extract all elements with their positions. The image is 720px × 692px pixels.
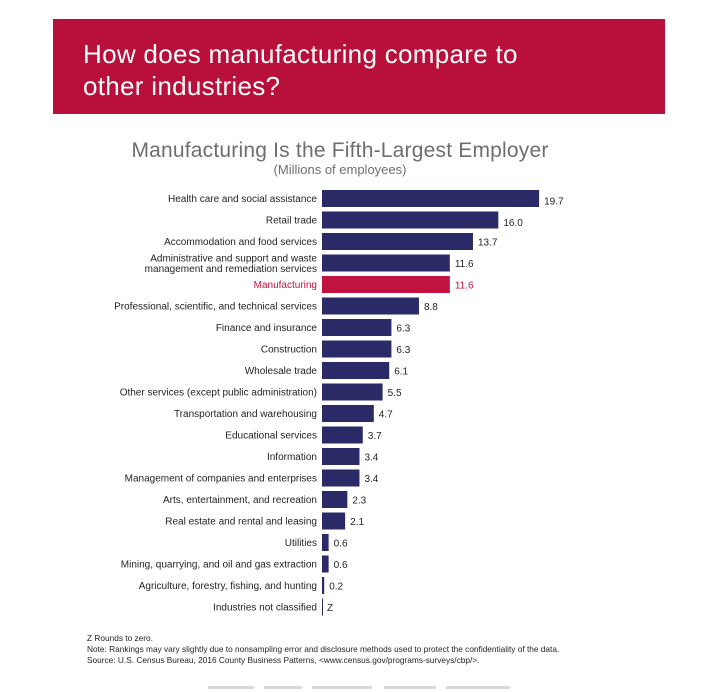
value-label: 6.3 [396,324,410,335]
bar [322,555,329,573]
category-label: Educational services [225,431,317,442]
header-banner: How does manufacturing compare to other … [53,19,665,114]
value-label: 19.7 [544,197,564,208]
category-label: Transportation and warehousing [174,409,317,420]
value-label: 5.5 [388,388,402,399]
category-label: Finance and insurance [216,323,318,334]
value-label: 2.3 [352,496,366,507]
bar [322,469,360,487]
bar [322,383,383,401]
category-label: Mining, quarrying, and oil and gas extra… [121,560,317,571]
bar [322,211,499,229]
value-label: 0.2 [329,582,343,593]
category-label: Arts, entertainment, and recreation [163,495,317,506]
value-label: Z [327,603,333,614]
bar [322,190,540,207]
value-label: 0.6 [334,539,348,550]
value-label: 3.4 [364,453,378,464]
value-label: 6.3 [396,345,410,356]
bar [322,319,392,336]
footnote-source: Source: U.S. Census Bureau, 2016 County … [87,655,480,665]
banner-title: How does manufacturing compare to other … [83,39,518,101]
category-label: Wholesale trade [245,366,318,377]
category-label: Retail trade [266,216,318,227]
bar [322,233,473,250]
value-label: 13.7 [478,238,498,249]
chart-title: Manufacturing Is the Fifth-Largest Emplo… [131,139,549,162]
bar [322,297,419,315]
category-label: Other services (except public administra… [120,388,317,399]
bar [322,577,325,594]
category-label: Health care and social assistance [168,194,317,205]
bar [322,254,450,272]
category-label: Utilities [285,538,317,549]
chart-subtitle: (Millions of employees) [273,162,407,177]
bar-chart: Health care and social assistance 19.7 Ret… [114,190,564,616]
footnote-z: Z Rounds to zero. [87,633,153,643]
value-label: 16.0 [503,218,523,229]
value-label: 11.6 [455,259,474,270]
next-section-fragment [0,686,720,692]
footnote-note: Note: Rankings may vary slightly due to … [87,644,560,654]
category-label: Industries not classified [213,603,317,614]
value-label: 3.4 [364,474,378,485]
category-label: Information [267,452,317,463]
category-label: Real estate and rental and leasing [165,517,317,528]
category-label: Management of companies and enterprises [125,474,317,485]
value-label: 4.7 [379,410,393,421]
bar-highlight [322,276,450,293]
value-label: 8.8 [424,302,438,313]
category-label: Accommodation and food services [164,237,317,248]
value-label: 3.7 [368,431,382,442]
bar [322,405,374,422]
category-label: Professional, scientific, and technical … [114,302,317,313]
category-label: Construction [261,345,317,356]
value-label: 6.1 [394,367,408,378]
value-label: 0.6 [334,560,348,571]
category-label: Manufacturing [254,280,317,291]
chart-footer: Z Rounds to zero. Note: Rankings may var… [87,633,559,666]
category-label: Agriculture, forestry, fishing, and hunt… [139,581,317,592]
category-label: Administrative and support and waste mana… [145,253,318,275]
bar [322,362,390,379]
bar [322,512,346,530]
bar [322,426,363,444]
bar [322,340,392,358]
bar [322,491,348,508]
bar [322,448,360,465]
bar [322,534,329,551]
value-label: 2.1 [350,517,364,528]
value-label: 11.6 [455,281,474,292]
